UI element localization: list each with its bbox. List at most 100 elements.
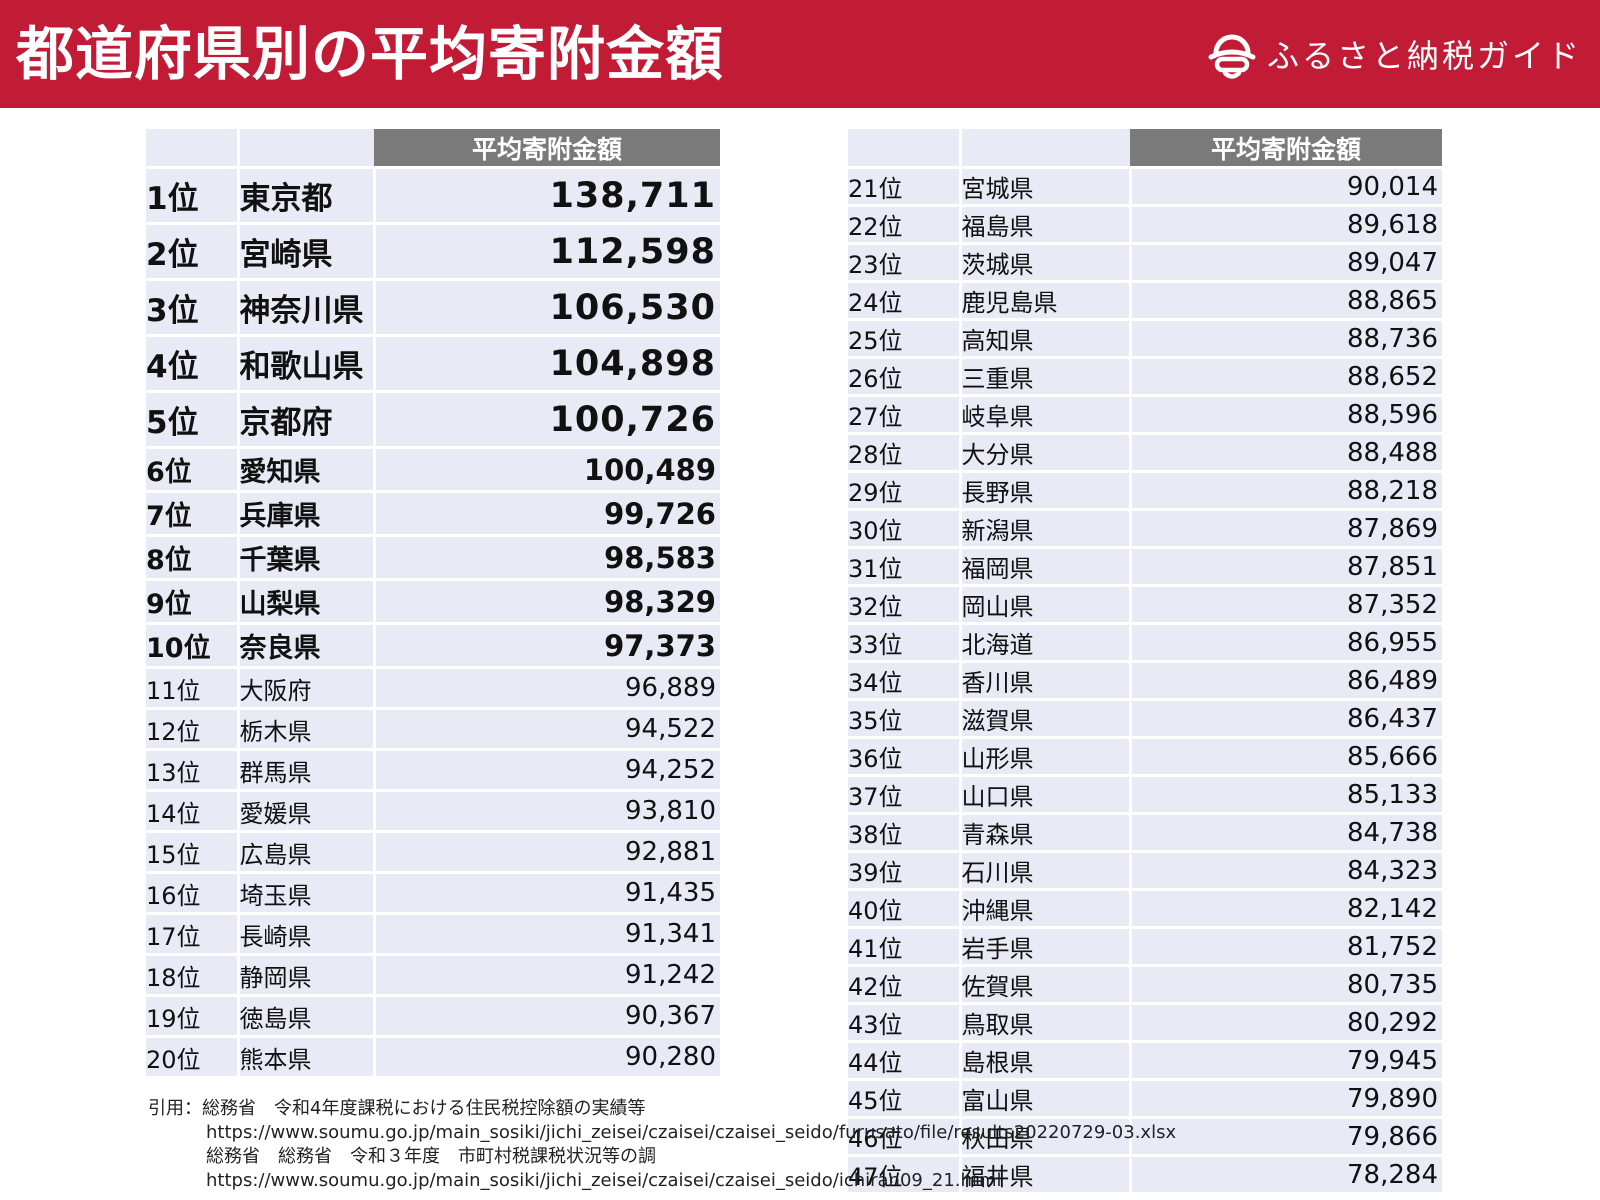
prefecture-cell: 和歌山県 <box>236 334 374 392</box>
table-row: 16位 埼玉県 91,435 <box>146 871 720 914</box>
rank-cell: 11位 <box>146 666 238 709</box>
rank-cell: 23位 <box>848 242 960 282</box>
amount-cell: 94,252 <box>372 748 720 791</box>
amount-cell: 91,435 <box>372 871 720 914</box>
prefecture-cell: 佐賀県 <box>958 964 1130 1004</box>
column-header-amount: 平均寄附金額 <box>374 129 720 168</box>
amount-cell: 106,530 <box>372 278 720 336</box>
prefecture-cell: 愛知県 <box>236 446 374 492</box>
table-row: 39位 石川県 84,323 <box>848 850 1442 890</box>
amount-cell: 100,726 <box>372 390 720 448</box>
prefecture-cell: 山口県 <box>958 774 1130 814</box>
prefecture-cell: 熊本県 <box>236 1035 374 1076</box>
table-row: 43位 鳥取県 80,292 <box>848 1002 1442 1042</box>
amount-cell: 79,945 <box>1128 1040 1442 1080</box>
prefecture-cell: 秋田県 <box>958 1116 1130 1156</box>
rank-cell: 18位 <box>146 953 238 996</box>
rank-cell: 25位 <box>848 318 960 358</box>
amount-cell: 79,890 <box>1128 1078 1442 1118</box>
table-row: 11位 大阪府 96,889 <box>146 666 720 709</box>
header-blank-cell <box>146 129 238 168</box>
citation-source-1: 引用：総務省 令和4年度課税における住民税控除額の実績等 <box>148 1098 646 1119</box>
amount-cell: 80,292 <box>1128 1002 1442 1042</box>
table-row: 26位 三重県 88,652 <box>848 356 1442 396</box>
amount-cell: 88,736 <box>1128 318 1442 358</box>
rank-cell: 34位 <box>848 660 960 700</box>
column-header-amount: 平均寄附金額 <box>1130 129 1442 168</box>
amount-cell: 86,489 <box>1128 660 1442 700</box>
rank-cell: 7位 <box>146 490 238 536</box>
table-row: 22位 福島県 89,618 <box>848 204 1442 244</box>
amount-cell: 78,284 <box>1128 1154 1442 1192</box>
prefecture-cell: 香川県 <box>958 660 1130 700</box>
prefecture-cell: 宮崎県 <box>236 222 374 280</box>
table-row: 23位 茨城県 89,047 <box>848 242 1442 282</box>
amount-cell: 87,851 <box>1128 546 1442 586</box>
table-row: 7位 兵庫県 99,726 <box>146 490 720 536</box>
amount-cell: 88,865 <box>1128 280 1442 320</box>
rank-cell: 42位 <box>848 964 960 1004</box>
prefecture-cell: 大阪府 <box>236 666 374 709</box>
table-row: 4位 和歌山県 104,898 <box>146 334 720 392</box>
prefecture-cell: 福島県 <box>958 204 1130 244</box>
rank-cell: 35位 <box>848 698 960 738</box>
header-blank-cell <box>958 129 1130 168</box>
amount-cell: 88,596 <box>1128 394 1442 434</box>
prefecture-cell: 埼玉県 <box>236 871 374 914</box>
brand-name: ふるさと納税ガイド <box>1266 37 1582 75</box>
prefecture-cell: 青森県 <box>958 812 1130 852</box>
prefecture-cell: 徳島県 <box>236 994 374 1037</box>
rank-cell: 22位 <box>848 204 960 244</box>
rank-cell: 47位 <box>848 1154 960 1192</box>
prefecture-cell: 岡山県 <box>958 584 1130 624</box>
rank-cell: 3位 <box>146 278 238 336</box>
header-blank-cell <box>848 129 960 168</box>
rank-cell: 38位 <box>848 812 960 852</box>
prefecture-cell: 京都府 <box>236 390 374 448</box>
amount-cell: 94,522 <box>372 707 720 750</box>
rank-cell: 24位 <box>848 280 960 320</box>
citation-url-1[interactable]: https://www.soumu.go.jp/main_sosiki/jich… <box>206 1122 1177 1143</box>
table-row: 24位 鹿児島県 88,865 <box>848 280 1442 320</box>
prefecture-cell: 千葉県 <box>236 534 374 580</box>
amount-cell: 82,142 <box>1128 888 1442 928</box>
prefecture-cell: 愛媛県 <box>236 789 374 832</box>
table-row: 13位 群馬県 94,252 <box>146 748 720 791</box>
table-row: 21位 宮城県 90,014 <box>848 166 1442 206</box>
table-row: 44位 島根県 79,945 <box>848 1040 1442 1080</box>
table-row: 28位 大分県 88,488 <box>848 432 1442 472</box>
citation-url-2[interactable]: https://www.soumu.go.jp/main_sosiki/jich… <box>206 1170 1002 1191</box>
prefecture-cell: 鳥取県 <box>958 1002 1130 1042</box>
rank-cell: 37位 <box>848 774 960 814</box>
rank-cell: 6位 <box>146 446 238 492</box>
table-row: 33位 北海道 86,955 <box>848 622 1442 662</box>
amount-cell: 98,583 <box>372 534 720 580</box>
table-row: 2位 宮崎県 112,598 <box>146 222 720 280</box>
amount-cell: 85,666 <box>1128 736 1442 776</box>
rank-cell: 2位 <box>146 222 238 280</box>
amount-cell: 98,329 <box>372 578 720 624</box>
table-row: 12位 栃木県 94,522 <box>146 707 720 750</box>
amount-cell: 100,489 <box>372 446 720 492</box>
ranking-table-right: 平均寄附金額 21位 宮城県 90,014 22位 福島県 89,618 23位 茨城県 89,… <box>848 129 1442 1192</box>
prefecture-cell: 高知県 <box>958 318 1130 358</box>
prefecture-cell: 滋賀県 <box>958 698 1130 738</box>
prefecture-cell: 奈良県 <box>236 622 374 668</box>
table-row: 14位 愛媛県 93,810 <box>146 789 720 832</box>
rank-cell: 30位 <box>848 508 960 548</box>
prefecture-cell: 宮城県 <box>958 166 1130 206</box>
amount-cell: 84,738 <box>1128 812 1442 852</box>
prefecture-cell: 岐阜県 <box>958 394 1130 434</box>
table-row: 6位 愛知県 100,489 <box>146 446 720 492</box>
rank-cell: 31位 <box>848 546 960 586</box>
amount-cell: 96,889 <box>372 666 720 709</box>
prefecture-cell: 茨城県 <box>958 242 1130 282</box>
prefecture-cell: 神奈川県 <box>236 278 374 336</box>
table-row: 18位 静岡県 91,242 <box>146 953 720 996</box>
rank-cell: 33位 <box>848 622 960 662</box>
brand-logo[interactable]: ふるさと納税ガイド <box>1207 24 1582 84</box>
table-row: 8位 千葉県 98,583 <box>146 534 720 580</box>
prefecture-cell: 富山県 <box>958 1078 1130 1118</box>
rank-cell: 20位 <box>146 1035 238 1076</box>
prefecture-cell: 山梨県 <box>236 578 374 624</box>
